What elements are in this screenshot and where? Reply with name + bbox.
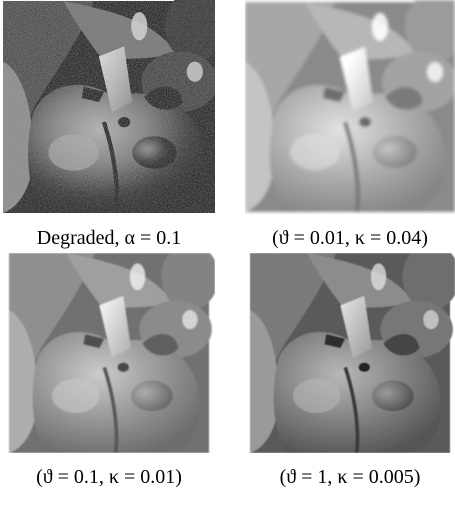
caption: (ϑ = 0.01, κ = 0.04) (245, 226, 455, 250)
panel: (ϑ = 0.1, κ = 0.01) (3, 253, 215, 489)
caption: (ϑ = 1, κ = 0.005) (245, 465, 455, 489)
panel: (ϑ = 0.01, κ = 0.04) (245, 0, 455, 250)
figure: Degraded, α = 0.1 (ϑ = 0.01, κ = 0.04) (… (0, 0, 455, 506)
caption: Degraded, α = 0.1 (3, 226, 215, 250)
restored-image (245, 0, 455, 214)
caption: (ϑ = 0.1, κ = 0.01) (3, 465, 215, 489)
panel: Degraded, α = 0.1 (3, 0, 215, 250)
degraded-image (3, 0, 215, 214)
restored-image (245, 253, 455, 453)
panel: (ϑ = 1, κ = 0.005) (245, 253, 455, 489)
restored-image (3, 253, 215, 453)
